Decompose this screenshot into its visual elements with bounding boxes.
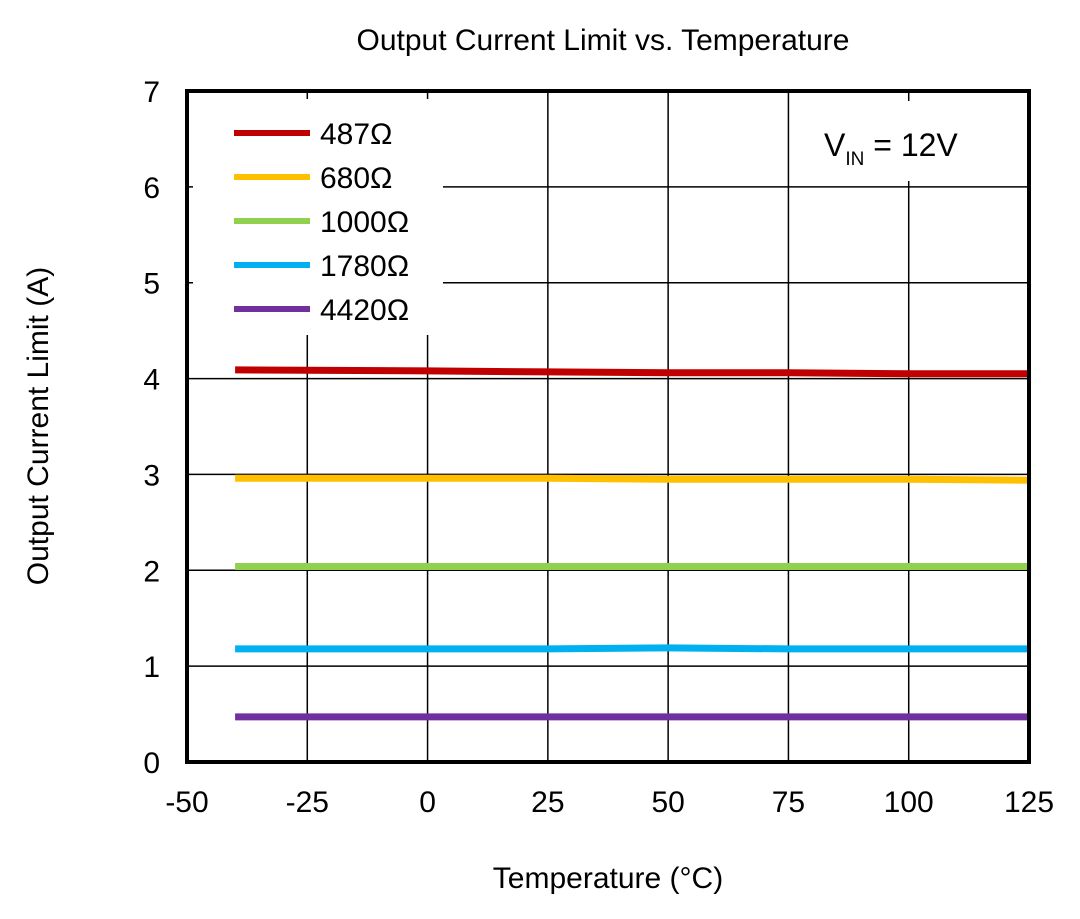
x-tick-label: 75	[772, 786, 805, 819]
y-tick-label: 4	[143, 364, 160, 397]
y-tick-label: 0	[143, 747, 160, 780]
y-axis-label: Output Current Limit (A)	[22, 267, 55, 585]
y-tick-label: 2	[143, 555, 160, 588]
x-tick-label: 0	[419, 786, 436, 819]
plot-border	[185, 89, 1031, 764]
annotation-text: VIN = 12V	[824, 127, 958, 170]
x-tick-label: 100	[884, 786, 934, 819]
legend-label: 487Ω	[320, 118, 392, 151]
y-tick-label: 1	[143, 651, 160, 684]
y-tick-label: 7	[143, 76, 160, 109]
x-tick-label: -50	[165, 786, 208, 819]
legend-label: 4420Ω	[320, 294, 409, 327]
y-tick-label: 6	[143, 172, 160, 205]
annotation-box	[800, 101, 1000, 181]
x-axis-label: Temperature (°C)	[493, 862, 723, 895]
legend-label: 680Ω	[320, 162, 392, 195]
series-line-3	[235, 644, 1029, 653]
series-line-0	[235, 366, 1029, 378]
y-tick-label: 3	[143, 459, 160, 492]
y-tick-label: 5	[143, 268, 160, 301]
x-tick-label: -25	[286, 786, 329, 819]
plot-area: -50 -25 0 25 50 75 100 125 0 1 2 3 4 5 6 7 487Ω 680Ω 1000Ω…	[143, 76, 1054, 819]
chart-title: Output Current Limit vs. Temperature	[357, 24, 850, 57]
legend-label: 1000Ω	[320, 206, 409, 239]
x-tick-label: 25	[531, 786, 564, 819]
x-tick-label: 50	[651, 786, 684, 819]
x-tick-label: 125	[1004, 786, 1054, 819]
legend-box	[193, 99, 443, 335]
series-line-1	[235, 474, 1030, 484]
legend-label: 1780Ω	[320, 250, 409, 283]
